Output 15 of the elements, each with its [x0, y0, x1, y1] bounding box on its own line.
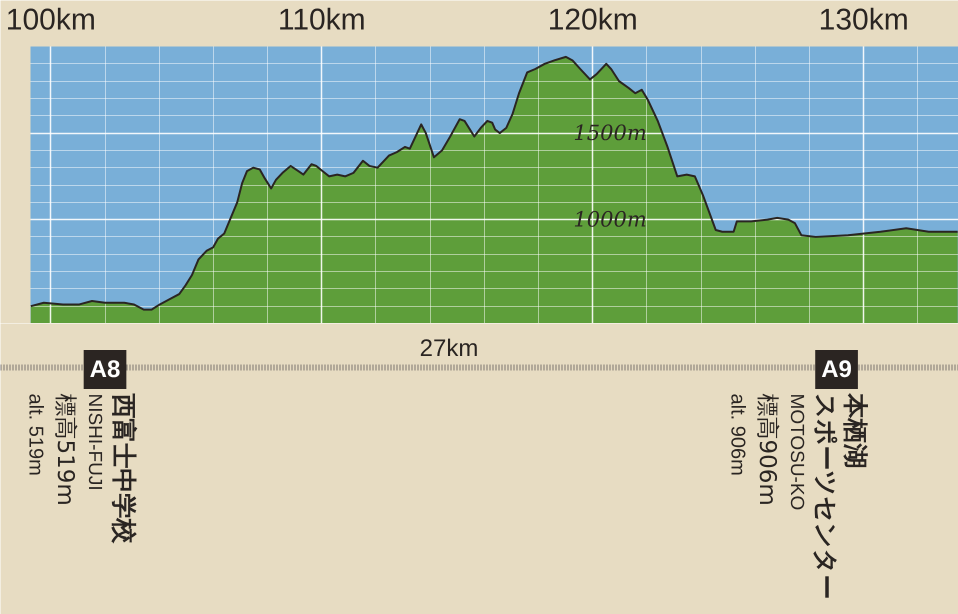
- x-tick-label: 100km: [6, 4, 96, 36]
- text: 標高519m: [52, 394, 78, 506]
- text: A8: [90, 356, 120, 383]
- x-tick-label: 130km: [818, 4, 909, 36]
- text: MOTOSU-KO: [786, 394, 808, 510]
- text: alt. 519m: [24, 394, 47, 476]
- text: A9: [821, 356, 852, 383]
- text: 27km: [420, 335, 478, 362]
- text: 西富士中学校: [110, 392, 139, 544]
- text: alt. 906m: [726, 394, 749, 476]
- text: 標高906m: [754, 394, 780, 506]
- x-tick-label: 120km: [548, 4, 638, 36]
- text: 本栖湖スポーツセンター: [812, 392, 870, 600]
- text: NISHI-FUJI: [84, 394, 106, 491]
- x-tick-label: 110km: [278, 4, 366, 36]
